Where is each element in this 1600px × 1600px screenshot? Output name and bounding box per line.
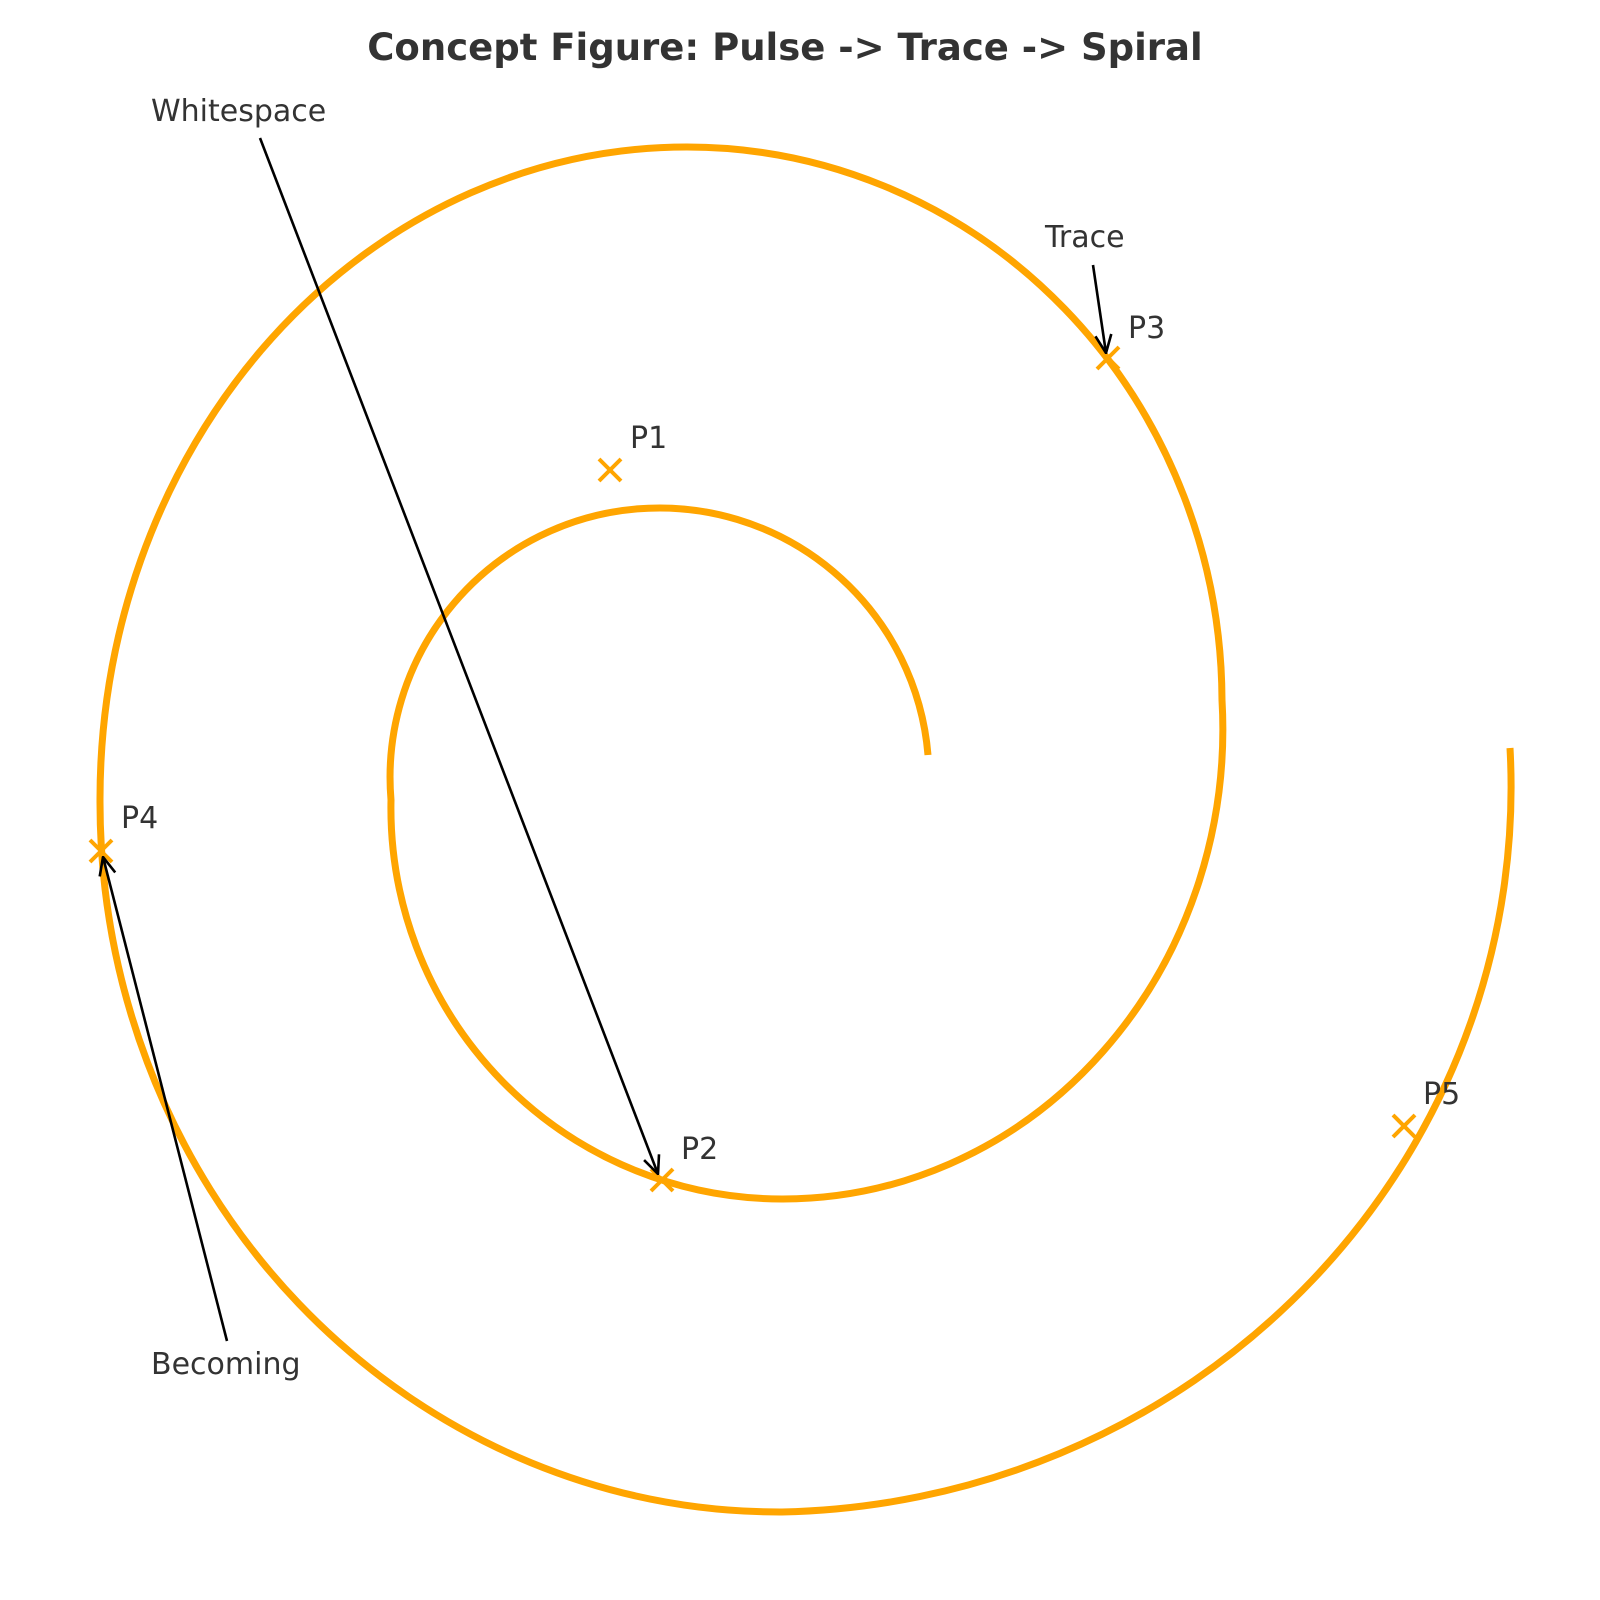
annotation-arrow-becoming xyxy=(103,857,229,1342)
point-label-p1: P1 xyxy=(630,421,667,456)
spiral-curve xyxy=(96,143,1515,1516)
point-marker-p1 xyxy=(597,457,623,483)
annotation-arrow-whitespace xyxy=(258,137,658,1174)
figure-title: Concept Figure: Pulse -> Trace -> Spiral xyxy=(367,26,1202,69)
point-marker-p5 xyxy=(1391,1113,1417,1139)
annotation-label-trace: Trace xyxy=(1044,220,1125,255)
annotation-arrow-trace xyxy=(1091,264,1106,353)
point-label-p5: P5 xyxy=(1423,1077,1460,1112)
point-label-p2: P2 xyxy=(681,1132,718,1167)
annotation-label-whitespace: Whitespace xyxy=(151,94,326,129)
point-marker-p3 xyxy=(1095,345,1121,371)
point-label-p4: P4 xyxy=(121,801,158,836)
annotation-label-becoming: Becoming xyxy=(151,1347,301,1382)
point-label-p3: P3 xyxy=(1128,311,1165,346)
